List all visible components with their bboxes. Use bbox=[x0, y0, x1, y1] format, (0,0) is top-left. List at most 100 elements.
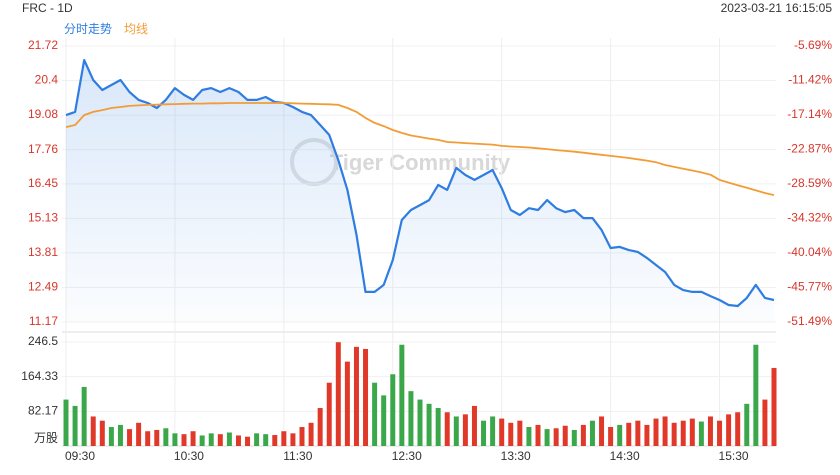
volume-bar bbox=[707, 416, 713, 446]
volume-bar bbox=[771, 367, 777, 446]
y2-tick-label: -22.87% bbox=[787, 142, 832, 156]
volume-bar bbox=[499, 418, 505, 446]
volume-bar bbox=[63, 399, 69, 446]
volume-bar bbox=[671, 422, 677, 446]
volume-bar bbox=[190, 431, 196, 446]
volume-bar bbox=[136, 422, 142, 446]
volume-bar bbox=[317, 408, 323, 446]
volume-bar bbox=[308, 422, 314, 446]
y2-tick-label: -5.69% bbox=[794, 38, 832, 52]
volume-bar bbox=[735, 412, 741, 446]
volume-bar bbox=[726, 414, 732, 446]
volume-bar bbox=[208, 433, 214, 446]
volume-bar bbox=[408, 391, 414, 446]
volume-bar bbox=[608, 427, 614, 446]
volume-bar bbox=[662, 416, 668, 446]
volume-bar bbox=[353, 346, 359, 446]
legend-label: 分时走势 bbox=[64, 22, 112, 36]
y2-tick-label: -11.42% bbox=[788, 73, 832, 87]
y2-tick-label: -28.59% bbox=[787, 176, 832, 190]
volume-bar bbox=[163, 428, 169, 446]
volume-bar bbox=[326, 382, 332, 446]
volume-bar bbox=[399, 344, 405, 446]
y-unit-label: 万股 bbox=[34, 431, 58, 445]
volume-bar bbox=[90, 416, 96, 446]
volume-bar bbox=[589, 420, 595, 446]
volume-bar bbox=[417, 399, 423, 446]
legend-label: 均线 bbox=[124, 22, 148, 36]
y2-tick-label: -34.32% bbox=[787, 211, 832, 225]
volume-bar bbox=[453, 416, 459, 446]
volume-bar bbox=[426, 403, 432, 446]
volume-bar bbox=[680, 420, 686, 446]
volume-bar bbox=[272, 435, 278, 446]
y2-tick-label: -40.04% bbox=[787, 245, 832, 259]
volume-bar bbox=[344, 361, 350, 446]
volume-bar bbox=[108, 427, 114, 446]
y-tick-label: 164.33 bbox=[21, 369, 58, 383]
volume-bar bbox=[172, 433, 178, 446]
y-tick-label: 246.5 bbox=[28, 334, 58, 348]
timestamp: 2023-03-21 16:15:05 bbox=[721, 1, 833, 15]
y-tick-label: 12.49 bbox=[28, 280, 58, 294]
volume-bar bbox=[245, 436, 251, 446]
price-area bbox=[66, 60, 774, 322]
volume-bar bbox=[145, 431, 151, 446]
volume-bar bbox=[717, 420, 723, 446]
volume-bar bbox=[508, 422, 514, 446]
volume-bar bbox=[254, 433, 260, 446]
volume-bar bbox=[372, 382, 378, 446]
volume-bar bbox=[226, 432, 232, 446]
y2-tick-label: -45.77% bbox=[787, 280, 832, 294]
volume-bar bbox=[753, 344, 759, 446]
price-line bbox=[65, 102, 775, 196]
volume-bar bbox=[635, 420, 641, 446]
volume-bar bbox=[335, 342, 341, 446]
volume-bar bbox=[481, 420, 487, 446]
volume-bar bbox=[363, 348, 369, 446]
y2-tick-label: -51.49% bbox=[787, 314, 832, 328]
volume-bar bbox=[99, 420, 105, 446]
y-tick-label: 19.08 bbox=[28, 107, 58, 121]
volume-bar bbox=[217, 434, 223, 446]
volume-bar bbox=[689, 418, 695, 446]
y-tick-label: 20.4 bbox=[35, 73, 59, 87]
volume-bar bbox=[571, 429, 577, 446]
volume-bar bbox=[154, 429, 160, 446]
volume-bar bbox=[72, 405, 78, 446]
watermark: Tiger Community bbox=[330, 150, 511, 175]
volume-bar bbox=[181, 434, 187, 446]
volume-bar bbox=[127, 429, 133, 446]
chart-title: FRC - 1D bbox=[22, 1, 73, 15]
price-line bbox=[65, 59, 775, 308]
volume-bar bbox=[235, 435, 241, 446]
y-tick-label: 16.45 bbox=[28, 176, 58, 190]
x-tick-label: 09:30 bbox=[65, 449, 95, 463]
volume-bar bbox=[698, 421, 704, 446]
volume-bar bbox=[290, 433, 296, 446]
x-tick-label: 12:30 bbox=[392, 449, 422, 463]
volume-bar bbox=[553, 428, 559, 446]
y-tick-label: 11.17 bbox=[29, 314, 58, 328]
y-tick-label: 82.17 bbox=[28, 404, 58, 418]
volume-bar bbox=[444, 412, 450, 446]
volume-bar bbox=[599, 416, 605, 446]
y2-tick-label: -17.14% bbox=[787, 107, 832, 121]
volume-bar bbox=[517, 420, 523, 446]
volume-bar bbox=[381, 395, 387, 446]
volume-bar bbox=[580, 424, 586, 446]
volume-bar bbox=[390, 374, 396, 446]
volume-bar bbox=[544, 429, 550, 446]
volume-bar bbox=[462, 414, 468, 446]
volume-bar bbox=[653, 418, 659, 446]
x-tick-label: 13:30 bbox=[501, 449, 531, 463]
volume-bar bbox=[744, 403, 750, 446]
volume-bar bbox=[299, 427, 305, 446]
volume-bar bbox=[199, 435, 205, 446]
y-tick-label: 21.72 bbox=[28, 38, 58, 52]
volume-bar bbox=[281, 431, 287, 446]
volume-bar bbox=[626, 422, 632, 446]
y-tick-label: 13.81 bbox=[28, 245, 58, 259]
volume-bar bbox=[435, 408, 441, 446]
